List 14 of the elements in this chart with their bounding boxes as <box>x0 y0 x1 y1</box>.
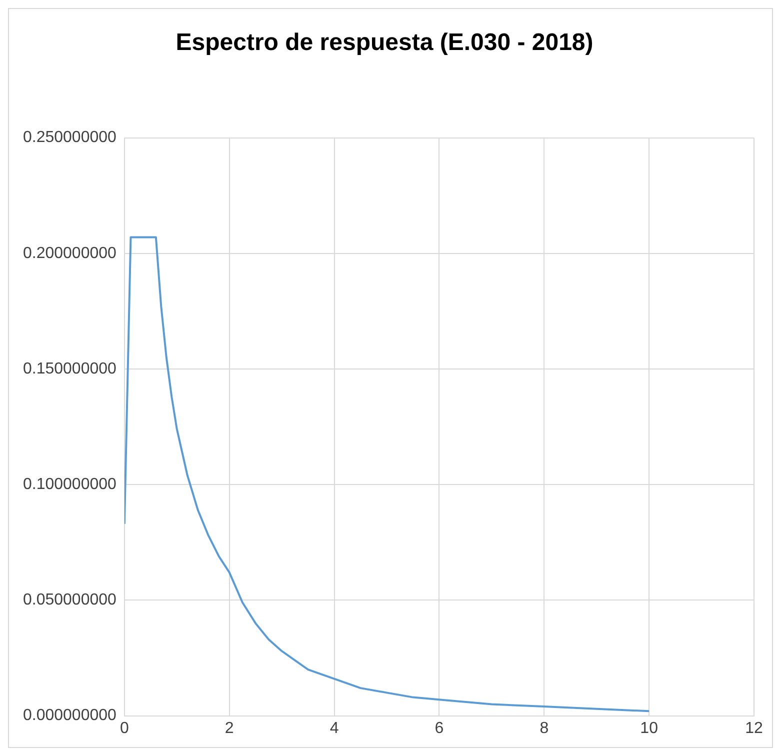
x-tick-label: 8 <box>540 720 549 737</box>
x-tick-label: 12 <box>745 720 763 737</box>
y-tick-label: 0.250000000 <box>22 129 117 146</box>
x-tick-label: 0 <box>120 720 129 737</box>
chart-title: Espectro de respuesta (E.030 - 2018) <box>176 29 594 56</box>
x-tick-label: 10 <box>640 720 658 737</box>
y-tick-label: 0.100000000 <box>22 476 117 494</box>
x-tick-label: 6 <box>434 720 444 737</box>
y-tick-label: 0.200000000 <box>22 244 117 262</box>
y-tick-label: 0.150000000 <box>22 360 117 378</box>
y-tick-label: 0.000000000 <box>22 707 117 724</box>
x-tick-label: 2 <box>224 720 234 737</box>
y-tick-label: 0.050000000 <box>22 592 117 609</box>
x-tick-label: 4 <box>330 720 339 737</box>
